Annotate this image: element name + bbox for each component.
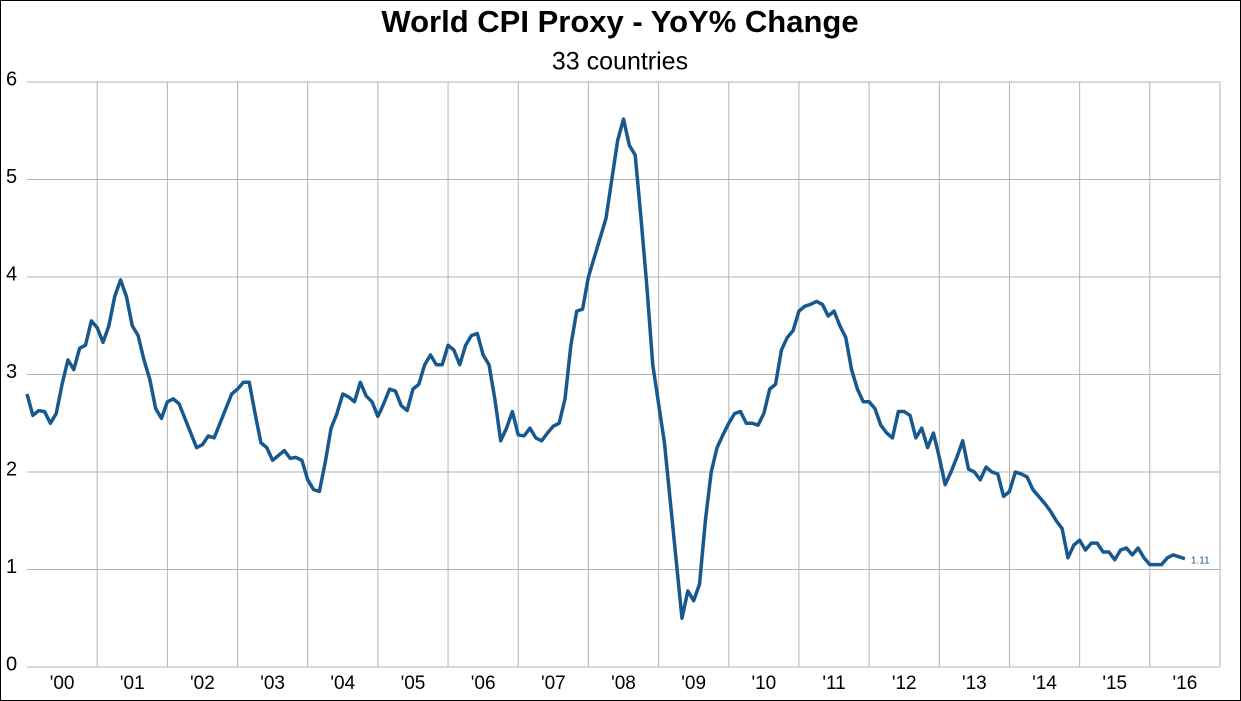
x-tick-label: '02 <box>190 673 215 694</box>
x-tick-label: '06 <box>471 673 496 694</box>
x-tick-label: '16 <box>1173 673 1198 694</box>
x-tick-label: '07 <box>541 673 566 694</box>
y-tick-label: 0 <box>6 653 17 675</box>
x-tick-label: '00 <box>50 673 75 694</box>
x-tick-label: '14 <box>1032 673 1057 694</box>
last-value-label: 1.11 <box>1191 555 1210 566</box>
grid: 0 1 2 3 4 5 6 '00 '01 '02 '03 '04 '05 '06 '07 '08 '09 '10… <box>6 68 1221 694</box>
x-tick-label: '08 <box>611 673 636 694</box>
x-tick-label: '03 <box>260 673 285 694</box>
series-line <box>25 117 1186 620</box>
x-tick-label: '15 <box>1102 673 1127 694</box>
y-tick-label: 5 <box>6 166 17 188</box>
x-tick-label: '05 <box>401 673 426 694</box>
x-tick-label: '01 <box>120 673 145 694</box>
x-tick-label: '04 <box>330 673 355 694</box>
x-tick-label: '09 <box>681 673 706 694</box>
x-tick-label: '10 <box>751 673 776 694</box>
y-tick-label: 2 <box>6 458 17 480</box>
x-tick-label: '12 <box>892 673 917 694</box>
x-tick-label: '11 <box>822 673 845 694</box>
x-tick-label: '13 <box>962 673 987 694</box>
y-tick-label: 1 <box>6 556 17 578</box>
plot: 1.11 <box>25 117 1210 620</box>
chart-subtitle: 33 countries <box>552 48 688 76</box>
chart-title: World CPI Proxy - YoY% Change <box>381 4 858 39</box>
y-tick-label: 3 <box>6 361 17 383</box>
y-tick-label: 6 <box>6 68 17 90</box>
y-tick-label: 4 <box>6 263 17 285</box>
